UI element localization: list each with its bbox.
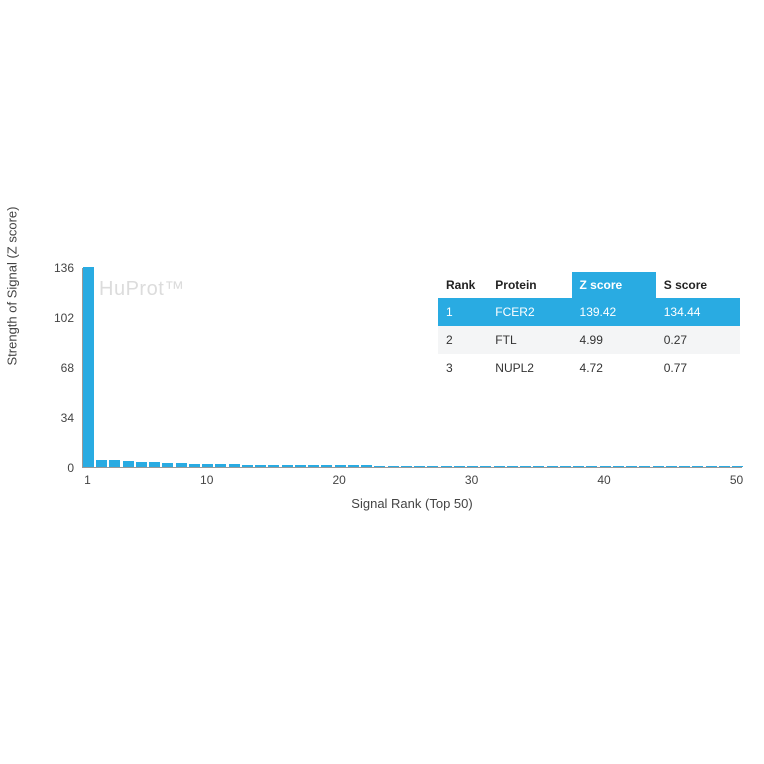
y-axis-label: Strength of Signal (Z score): [5, 207, 20, 366]
table-cell: 139.42: [572, 298, 656, 326]
table-header-cell: S score: [656, 272, 740, 298]
bar: [692, 466, 703, 467]
bar: [242, 465, 253, 468]
bar: [547, 466, 558, 467]
table-cell: FCER2: [487, 298, 571, 326]
bar: [494, 466, 505, 467]
bar: [427, 466, 438, 467]
bar: [600, 466, 611, 467]
bar: [706, 466, 717, 467]
bar: [109, 460, 120, 467]
bar: [520, 466, 531, 467]
y-tick-label: 136: [54, 261, 74, 275]
table-header-cell: Rank: [438, 272, 487, 298]
bar: [533, 466, 544, 467]
table-header-cell: Z score: [572, 272, 656, 298]
bar: [441, 466, 452, 467]
table-cell: 3: [438, 354, 487, 382]
y-axis-ticks: 03468102136: [48, 268, 78, 468]
table-row: 2FTL4.990.27: [438, 326, 740, 354]
table-cell: 0.27: [656, 326, 740, 354]
table-cell: NUPL2: [487, 354, 571, 382]
bar: [321, 465, 332, 467]
bar: [335, 465, 346, 467]
bar: [454, 466, 465, 467]
bar: [176, 463, 187, 467]
bar: [215, 464, 226, 467]
table-cell: 2: [438, 326, 487, 354]
bar: [719, 466, 730, 467]
table-row: 3NUPL24.720.77: [438, 354, 740, 382]
y-tick-label: 34: [61, 411, 74, 425]
x-tick-label: 20: [332, 473, 345, 487]
bar: [679, 466, 690, 467]
x-axis-label: Signal Rank (Top 50): [82, 496, 742, 511]
bar: [374, 466, 385, 467]
bar: [308, 465, 319, 467]
table-cell: 1: [438, 298, 487, 326]
x-tick-label: 40: [597, 473, 610, 487]
bar: [202, 464, 213, 467]
bar: [189, 464, 200, 467]
signal-rank-chart: Strength of Signal (Z score) 03468102136…: [20, 268, 744, 528]
table-cell: 4.99: [572, 326, 656, 354]
bar: [626, 466, 637, 467]
bar: [83, 267, 94, 467]
y-tick-label: 68: [61, 361, 74, 375]
bar: [96, 460, 107, 467]
table-body: 1FCER2139.42134.442FTL4.990.273NUPL24.72…: [438, 298, 740, 382]
bar: [653, 466, 664, 467]
table-row: 1FCER2139.42134.44: [438, 298, 740, 326]
bar: [268, 465, 279, 467]
bar: [414, 466, 425, 467]
bar: [295, 465, 306, 467]
table-cell: 0.77: [656, 354, 740, 382]
bar: [348, 465, 359, 467]
table-cell: 134.44: [656, 298, 740, 326]
x-tick-label: 10: [200, 473, 213, 487]
x-tick-label: 1: [84, 473, 91, 487]
bar: [162, 463, 173, 467]
bar: [666, 466, 677, 467]
x-tick-label: 30: [465, 473, 478, 487]
bar: [229, 464, 240, 467]
bar: [573, 466, 584, 467]
bar: [136, 462, 147, 467]
ranking-table: RankProteinZ scoreS score 1FCER2139.4213…: [438, 272, 740, 382]
y-tick-label: 0: [67, 461, 74, 475]
table-header-cell: Protein: [487, 272, 571, 298]
bar: [255, 465, 266, 467]
table-cell: FTL: [487, 326, 571, 354]
bar: [507, 466, 518, 467]
bar: [149, 462, 160, 467]
bar: [123, 461, 134, 467]
plot-area: HuProt™ RankProteinZ scoreS score 1FCER2…: [82, 268, 742, 468]
x-tick-label: 50: [730, 473, 743, 487]
bar: [639, 466, 650, 467]
y-tick-label: 102: [54, 311, 74, 325]
bar: [480, 466, 491, 467]
table-header-row: RankProteinZ scoreS score: [438, 272, 740, 298]
bar: [560, 466, 571, 467]
table-cell: 4.72: [572, 354, 656, 382]
bar: [361, 465, 372, 467]
bar: [467, 466, 478, 467]
bar: [613, 466, 624, 467]
bar: [388, 466, 399, 467]
bar: [732, 466, 743, 467]
bar: [401, 466, 412, 467]
bar: [586, 466, 597, 467]
bar: [282, 465, 293, 467]
